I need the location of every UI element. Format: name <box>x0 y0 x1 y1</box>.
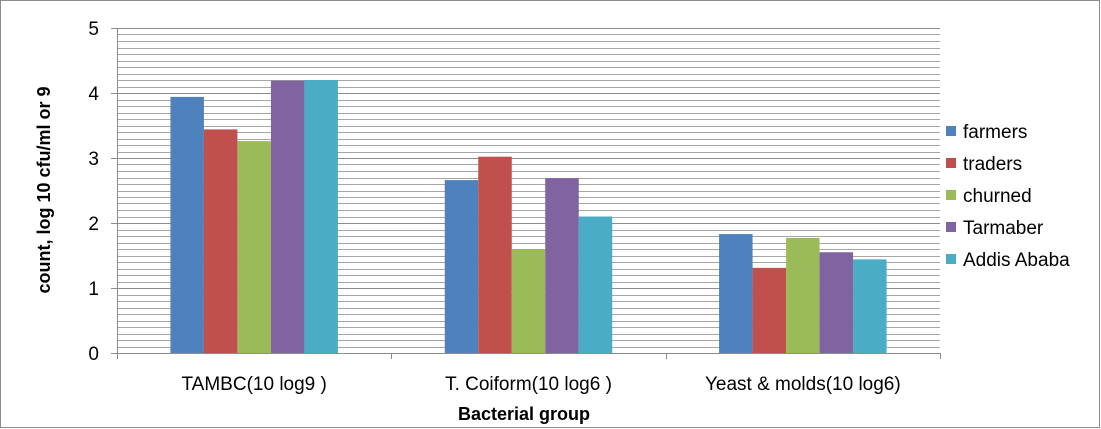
y-tick-label: 0 <box>88 344 99 365</box>
bar-farmers-2 <box>444 180 479 353</box>
x-axis-title: Bacterial group <box>458 404 590 424</box>
bar-addis-ababa-1 <box>304 80 338 353</box>
legend-swatch <box>946 158 956 168</box>
legend-swatch <box>946 254 956 264</box>
legend-label: Tarmaber <box>963 218 1044 239</box>
y-tick-label: 1 <box>88 279 99 300</box>
legend-swatch <box>946 222 956 232</box>
y-tick-label: 2 <box>88 214 99 235</box>
bar-traders-1 <box>203 129 238 353</box>
bar-addis-ababa-2 <box>578 216 613 353</box>
bar-churned-2 <box>511 249 546 353</box>
x-category-label: Yeast & molds(10 log6) <box>705 374 901 395</box>
bar-tarmaber-1 <box>270 80 305 354</box>
bars <box>170 80 887 354</box>
axes <box>111 28 941 359</box>
bar-traders-2 <box>478 156 512 353</box>
bar-addis-ababa-3 <box>853 259 887 353</box>
legend-label: farmers <box>963 122 1027 143</box>
x-category-label: TAMBC(10 log9 ) <box>181 374 326 395</box>
bar-churned-3 <box>786 237 820 353</box>
legend-swatch <box>946 190 956 200</box>
y-tick-labels: 0 1 2 3 4 5 <box>88 19 99 365</box>
y-tick-label: 3 <box>88 149 99 170</box>
x-category-label: T. Coiform(10 log6 ) <box>445 374 612 395</box>
y-tick-label: 5 <box>88 19 99 40</box>
bar-farmers-1 <box>170 96 204 354</box>
bar-traders-3 <box>752 267 787 353</box>
bar-churned-1 <box>237 141 271 353</box>
legend-label: Addis Ababa <box>963 250 1070 271</box>
legend: farmers traders churned Tarmaber Addis Ababa <box>946 122 1070 271</box>
bar-tarmaber-2 <box>545 178 579 353</box>
legend-label: traders <box>963 154 1022 175</box>
y-axis-title: count, log 10 cfu/ml or 9 <box>34 86 54 293</box>
y-tick-label: 4 <box>88 84 99 105</box>
bar-farmers-3 <box>719 234 753 353</box>
bar-tarmaber-3 <box>819 252 854 353</box>
legend-swatch <box>946 126 956 136</box>
x-category-labels: TAMBC(10 log9 ) T. Coiform(10 log6 ) Yeast… <box>181 374 900 395</box>
legend-label: churned <box>963 186 1032 207</box>
